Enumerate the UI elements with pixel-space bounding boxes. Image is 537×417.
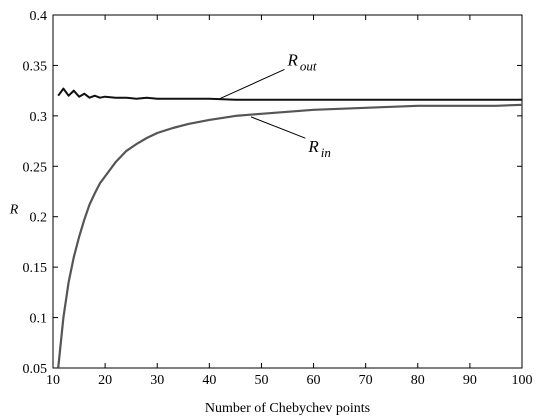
x-tick-label: 30	[150, 373, 164, 388]
x-axis: 10 20 30 40 50 60 70 80 90 100	[46, 15, 533, 388]
x-tick-label: 90	[463, 373, 477, 388]
y-tick-label: 0.05	[23, 362, 48, 377]
plot-frame	[52, 14, 523, 369]
x-tick-label: 80	[411, 373, 425, 388]
x-tick-label: 50	[254, 373, 268, 388]
x-tick-label: 100	[512, 373, 533, 388]
y-tick-label: 0.3	[30, 110, 48, 125]
y-tick-label: 0.2	[30, 211, 48, 226]
x-tick-label: 70	[359, 373, 373, 388]
series-line-r-in	[57, 103, 523, 369]
x-axis-title: Number of Chebychev points	[205, 401, 370, 416]
x-tick-label: 40	[202, 373, 216, 388]
x-tick-label: 20	[98, 373, 112, 388]
annotation-leader	[219, 68, 285, 100]
y-tick-label: 0.25	[23, 160, 48, 175]
plot-area	[52, 14, 523, 369]
y-tick-label: 0.35	[23, 59, 48, 74]
series-line-r-out	[57, 87, 522, 101]
x-tick-label: 10	[46, 373, 60, 388]
y-tick-label: 0.1	[30, 312, 48, 327]
x-tick-label: 60	[307, 373, 321, 388]
series-layer	[57, 87, 523, 369]
y-tick-label: 0.15	[23, 261, 48, 276]
y-axis-title: R	[9, 203, 19, 218]
annotation-leader	[250, 116, 306, 139]
y-axis: 0.05 0.1 0.15 0.2 0.25 0.3 0.35 0.4	[23, 9, 522, 377]
y-tick-label: 0.4	[30, 9, 48, 24]
